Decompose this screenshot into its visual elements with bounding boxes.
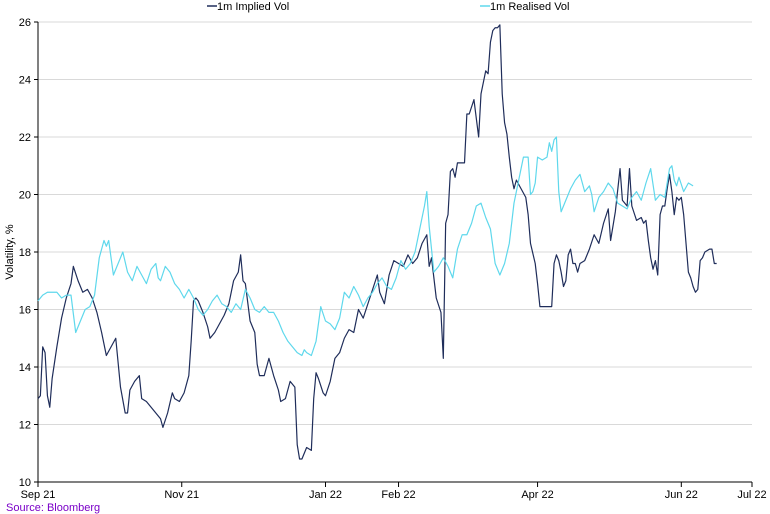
x-tick-label: Jul 22 (737, 489, 766, 501)
y-tick-label: 12 (19, 420, 31, 432)
y-tick-label: 24 (19, 75, 31, 87)
y-tick-label: 16 (19, 305, 31, 317)
y-tick-label: 26 (19, 17, 31, 29)
x-tick-label: Nov 21 (164, 489, 199, 501)
series-lines (37, 24, 717, 460)
source-note: Source: Bloomberg (6, 502, 101, 514)
x-tick-label: Apr 22 (521, 489, 553, 501)
y-tick-label: 14 (19, 362, 31, 374)
y-tick-label: 22 (19, 132, 31, 144)
x-tick-label: Sep 21 (21, 489, 56, 501)
axes: 10 12 14 16 18 20 22 24 26 Sep 21 Nov 21 Jan 22 Feb … (19, 17, 767, 501)
y-tick-label: 10 (19, 477, 31, 489)
x-tick-label: Jun 22 (665, 489, 698, 501)
series-line-implied-vol (37, 24, 717, 460)
legend: 1m Implied Vol 1m Realised Vol (207, 1, 570, 13)
legend-label: 1m Implied Vol (217, 1, 289, 13)
y-axis-label: Volatility, % (4, 224, 16, 280)
y-tick-label: 18 (19, 247, 31, 259)
x-tick-label: Feb 22 (381, 489, 415, 501)
y-tick-label: 20 (19, 190, 31, 202)
gridlines (38, 21, 752, 425)
series-line-realised-vol (37, 136, 694, 357)
x-tick-label: Jan 22 (309, 489, 342, 501)
legend-label: 1m Realised Vol (490, 1, 570, 13)
